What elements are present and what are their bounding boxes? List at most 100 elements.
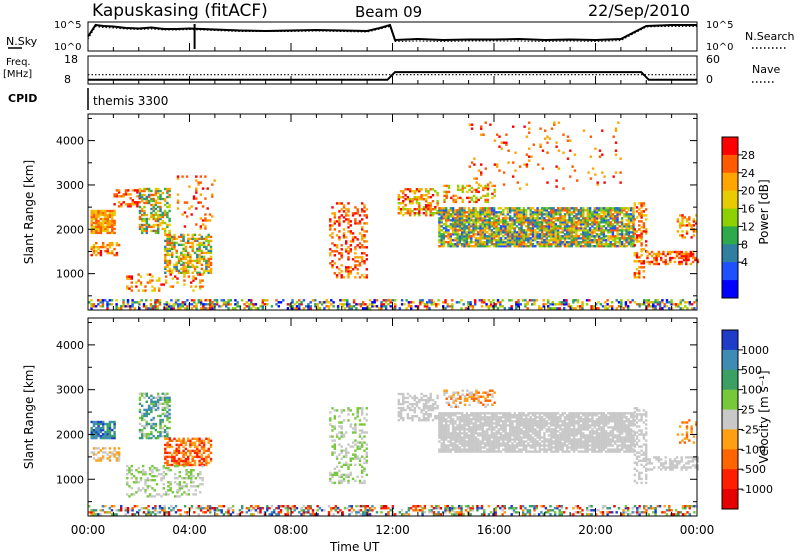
heatmap-cell	[538, 209, 542, 212]
heatmap-cell	[113, 436, 116, 440]
heatmap-cell	[95, 422, 98, 426]
heatmap-cell	[685, 262, 688, 266]
heatmap-cell	[92, 225, 96, 229]
heatmap-cell	[333, 467, 336, 470]
heatmap-cell	[97, 422, 100, 426]
heatmap-cell	[495, 225, 498, 228]
heatmap-cell	[402, 196, 405, 199]
heatmap-cell	[97, 420, 100, 424]
heatmap-cell	[102, 428, 105, 432]
heatmap-cell	[397, 206, 400, 209]
heatmap-cell	[365, 214, 368, 217]
heatmap-cell	[168, 463, 172, 467]
heatmap-cell	[436, 194, 439, 197]
heatmap-cell	[632, 233, 635, 236]
heatmap-cell	[356, 244, 359, 247]
heatmap-cell	[490, 209, 494, 212]
heatmap-cell	[642, 276, 646, 279]
heatmap-cell	[563, 245, 567, 248]
heatmap-cell	[586, 235, 589, 238]
heatmap-cell	[561, 241, 564, 244]
heatmap-cell	[616, 237, 619, 240]
heatmap-cell	[414, 507, 417, 510]
heatmap-cell	[669, 250, 672, 254]
heatmap-cell	[552, 223, 555, 226]
heatmap-cell	[340, 465, 343, 468]
heatmap-cell	[533, 509, 536, 512]
heatmap-cell	[449, 225, 452, 228]
heatmap-cell	[480, 133, 483, 136]
heatmap-cell	[584, 221, 587, 224]
heatmap-cell	[476, 509, 479, 512]
heatmap-cell	[643, 303, 646, 306]
station-title: Kapuskasing (fitACF)	[92, 1, 268, 21]
heatmap-cell	[554, 223, 557, 226]
heatmap-cell	[566, 213, 569, 216]
heatmap-cell	[186, 513, 189, 516]
heatmap-cell	[679, 303, 682, 306]
heatmap-cell	[506, 229, 510, 232]
heatmap-cell	[198, 243, 201, 247]
heatmap-cell	[528, 127, 531, 130]
heatmap-cell	[155, 493, 159, 496]
heatmap-cell	[196, 451, 199, 455]
heatmap-cell	[124, 193, 128, 196]
heatmap-cell	[102, 451, 105, 454]
heatmap-cell	[425, 194, 428, 197]
heatmap-cell	[663, 305, 666, 308]
heatmap-cell	[588, 241, 592, 244]
heatmap-cell	[359, 305, 363, 308]
heatmap-cell	[150, 225, 153, 229]
heatmap-cell	[163, 394, 167, 397]
heatmap-cell	[593, 207, 596, 210]
heatmap-cell	[490, 223, 494, 226]
heatmap-cell	[496, 133, 499, 136]
heatmap-cell	[674, 513, 678, 516]
heatmap-cell	[619, 157, 622, 160]
heatmap-cell	[447, 231, 450, 234]
heatmap-cell	[189, 463, 192, 467]
heatmap-cell	[642, 226, 646, 229]
heatmap-cell	[215, 303, 219, 306]
heatmap-cell	[585, 299, 589, 302]
heatmap-cell	[305, 305, 308, 308]
heatmap-cell	[145, 217, 148, 221]
heatmap-cell	[108, 215, 112, 219]
heatmap-cell	[147, 189, 151, 193]
heatmap-cell	[582, 231, 585, 234]
heatmap-cell	[695, 214, 698, 217]
heatmap-cell	[190, 477, 193, 480]
heatmap-cell	[569, 307, 573, 310]
heatmap-cell	[184, 451, 188, 455]
heatmap-cell	[161, 418, 164, 422]
heatmap-cell	[291, 301, 294, 304]
heatmap-cell	[512, 161, 515, 164]
heatmap-cell	[106, 432, 109, 436]
heatmap-cell	[513, 211, 516, 214]
heatmap-cell	[270, 305, 274, 308]
heatmap-cell	[531, 239, 535, 242]
nsky-series-group	[87, 23, 697, 49]
heatmap-cell	[151, 507, 155, 510]
heatmap-cell	[421, 511, 424, 514]
heatmap-cell	[444, 507, 447, 510]
heatmap-cell	[150, 203, 153, 207]
heatmap-cell	[470, 190, 474, 194]
heatmap-cell	[101, 301, 105, 304]
heatmap-cell	[170, 305, 173, 308]
heatmap-cell	[444, 299, 447, 302]
heatmap-cell	[635, 240, 639, 243]
heatmap-cell	[92, 211, 96, 215]
heatmap-cell	[414, 305, 417, 308]
heatmap-cell	[178, 487, 181, 490]
heatmap-cell	[527, 229, 530, 232]
heatmap-cell	[595, 227, 599, 230]
heatmap-cell	[263, 511, 267, 514]
heatmap-cell	[298, 303, 301, 306]
heatmap-cell	[162, 471, 165, 474]
heatmap-cell	[468, 196, 471, 200]
heatmap-cell	[351, 238, 355, 241]
heatmap-cell	[159, 209, 162, 213]
heatmap-cell	[467, 219, 471, 222]
heatmap-cell	[169, 483, 172, 486]
